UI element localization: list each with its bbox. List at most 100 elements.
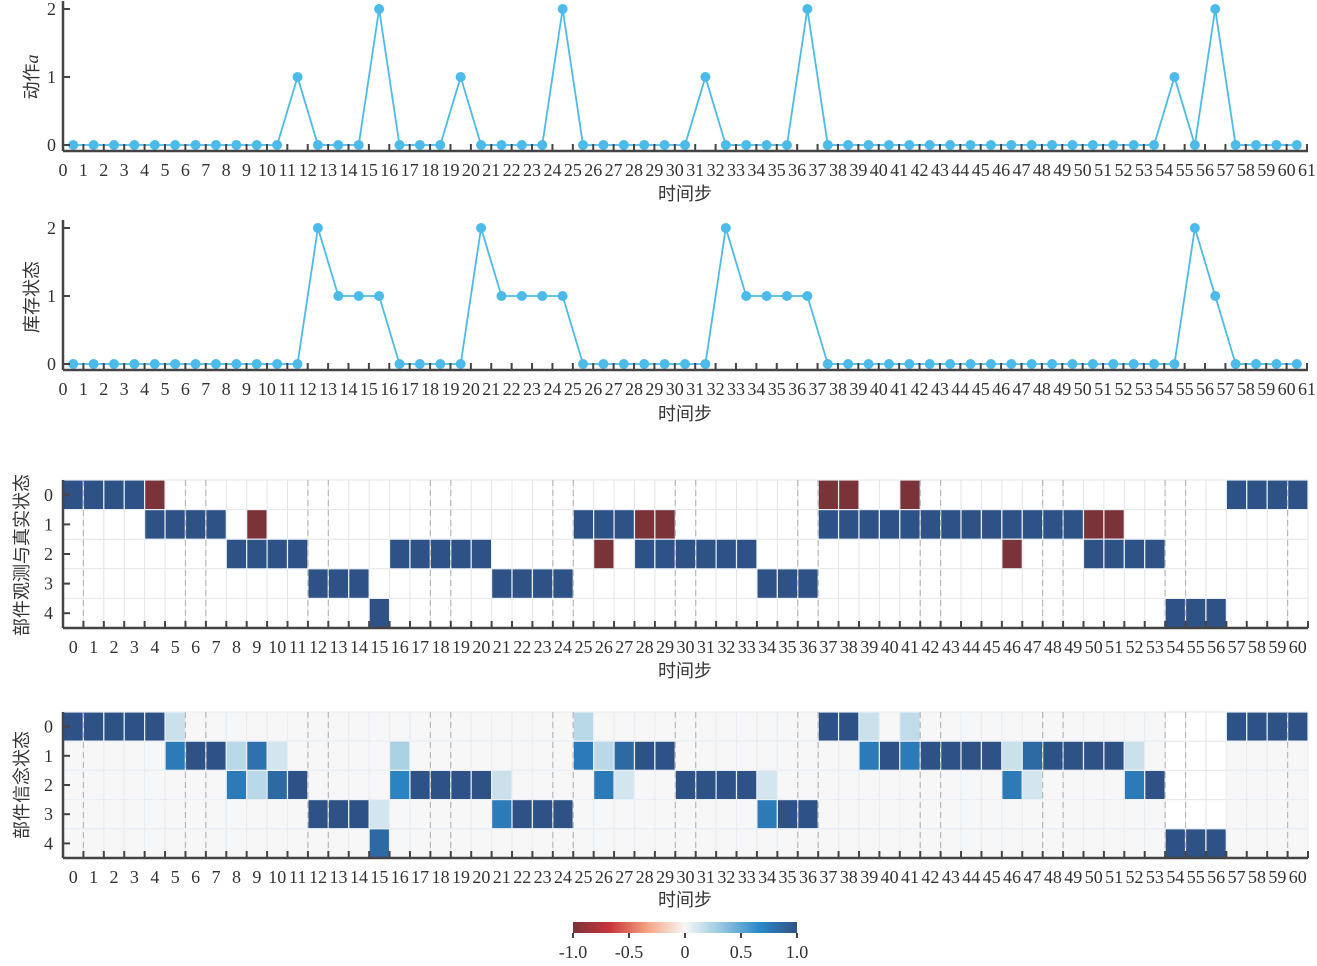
observation-cell: [1042, 509, 1064, 540]
belief-cell: [1001, 828, 1023, 859]
observation-x-tick-label: 18: [432, 637, 450, 657]
observation-x-tick-label: 39: [860, 637, 878, 657]
observation-cell: [940, 509, 962, 540]
action-x-tick-label: 25: [564, 160, 582, 180]
belief-cell: [409, 828, 431, 859]
inventory-x-tick-label: 59: [1257, 379, 1275, 399]
inventory-data-point: [618, 359, 629, 369]
belief-cell: [1286, 828, 1309, 859]
inventory-data-point: [149, 359, 160, 369]
action-x-tick-label: 43: [931, 160, 949, 180]
belief-cell: [266, 769, 289, 801]
action-x-tick-label: 18: [421, 160, 439, 180]
inventory-data-point: [516, 291, 527, 301]
action-data-point: [272, 140, 283, 150]
action-x-tick-label: 27: [605, 160, 623, 180]
inventory-x-tick-label: 5: [160, 379, 169, 399]
inventory-data-point: [985, 359, 996, 369]
belief-cell: [654, 740, 676, 772]
action-x-tick-label: 39: [849, 160, 867, 180]
observation-cell: [1082, 538, 1105, 570]
observation-cell: [103, 479, 125, 511]
belief-x-tick-label: 58: [1248, 867, 1266, 887]
observation-x-tick-label: 24: [554, 637, 572, 657]
action-x-tick-label: 45: [972, 160, 990, 180]
inventory-x-axis-title: 时间步: [658, 404, 712, 425]
belief-cell: [1225, 828, 1248, 859]
action-data-point: [312, 140, 323, 150]
belief-cell: [940, 798, 962, 830]
action-data-point: [761, 140, 772, 150]
belief-cell: [960, 798, 983, 830]
inventory-marks: [68, 223, 1302, 369]
observation-x-tick-label: 40: [881, 637, 899, 657]
belief-cell: [776, 798, 799, 830]
observation-cell: [1164, 597, 1187, 629]
belief-cell: [205, 769, 227, 801]
inventory-data-point: [333, 291, 344, 301]
observation-x-tick-label: 11: [289, 637, 306, 657]
observation-cell: [82, 479, 105, 511]
observation-cell: [123, 479, 146, 511]
belief-cell: [266, 798, 289, 830]
observation-cell: [654, 509, 676, 540]
inventory-x-tick-label: 60: [1278, 379, 1296, 399]
action-data-point: [414, 140, 425, 150]
observation-cell: [225, 538, 248, 570]
inventory-x-tick-label: 23: [523, 379, 541, 399]
action-y-tick-label: 2: [47, 0, 56, 19]
inventory-x-tick-label: 15: [360, 379, 378, 399]
inventory-x-tick-label: 27: [605, 379, 623, 399]
observation-x-tick-label: 60: [1289, 637, 1307, 657]
belief-cell: [511, 740, 534, 772]
belief-y-tick-label: 1: [44, 746, 53, 766]
belief-cell: [184, 740, 207, 772]
observation-cell: [837, 509, 860, 540]
belief-cell: [184, 711, 207, 742]
belief-cell: [919, 711, 942, 742]
observation-cell: [144, 509, 166, 540]
inventory-data-point: [1251, 359, 1262, 369]
belief-x-tick-label: 50: [1085, 867, 1103, 887]
belief-cell: [1123, 798, 1146, 830]
belief-cell: [674, 740, 697, 772]
inventory-data-point: [802, 291, 813, 301]
belief-cell: [429, 711, 452, 742]
belief-cell: [470, 711, 493, 742]
inventory-y-tick-label: 0: [47, 354, 56, 374]
belief-cell: [1082, 798, 1105, 830]
belief-x-tick-label: 5: [171, 867, 180, 887]
belief-cell: [164, 798, 187, 830]
belief-x-tick-label: 2: [110, 867, 119, 887]
inventory-data-point: [761, 291, 772, 301]
inventory-x-tick-label: 26: [584, 379, 602, 399]
belief-cell: [286, 711, 309, 742]
inventory-data-point: [210, 359, 221, 369]
belief-cell: [858, 711, 880, 742]
observation-cell: [1225, 479, 1248, 511]
belief-x-tick-label: 1: [89, 867, 98, 887]
inventory-data-point: [170, 359, 181, 369]
action-x-tick-label: 3: [120, 160, 129, 180]
belief-x-tick-label: 32: [717, 867, 735, 887]
observation-x-tick-label: 12: [309, 637, 327, 657]
belief-cell: [82, 711, 105, 742]
belief-x-tick-label: 57: [1228, 867, 1246, 887]
observation-x-tick-label: 20: [472, 637, 490, 657]
observation-cell: [531, 568, 554, 599]
belief-cell: [1266, 798, 1289, 830]
observation-x-tick-label: 17: [411, 637, 429, 657]
observation-cell: [674, 538, 697, 570]
observation-x-tick-label: 48: [1044, 637, 1062, 657]
belief-y-tick-label: 3: [44, 804, 53, 824]
observation-cell: [1001, 509, 1023, 540]
belief-cell: [225, 828, 248, 859]
action-data-point: [1189, 140, 1200, 150]
belief-cell: [552, 798, 574, 830]
inventory-x-tick-label: 42: [911, 379, 929, 399]
belief-cell: [144, 711, 166, 742]
belief-cell: [858, 769, 880, 801]
action-x-tick-label: 24: [543, 160, 561, 180]
inventory-x-tick-label: 54: [1155, 379, 1173, 399]
inventory-data-point: [720, 223, 731, 233]
